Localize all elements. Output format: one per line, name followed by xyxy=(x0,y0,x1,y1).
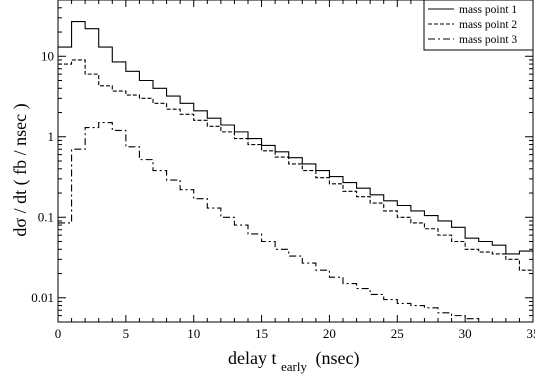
x-tick-label: 35 xyxy=(527,326,535,341)
legend-box xyxy=(423,0,534,51)
series-line-3 xyxy=(58,122,533,323)
axes-layer: 0 5 10 15 20 25 30 35 0.01 0.1 1 10 xyxy=(31,0,535,341)
y-tick-label: 10 xyxy=(41,48,54,63)
plot-background xyxy=(58,0,533,322)
x-axis-title-unit: (nsec) xyxy=(315,348,359,369)
series-line-1 xyxy=(58,20,533,255)
legend: mass point 1 mass point 2 mass point 3 xyxy=(423,0,534,51)
x-tick-label: 30 xyxy=(459,326,472,341)
x-tick-label: 15 xyxy=(255,326,268,341)
y-axis-title: dσ / dt ( fb / nsec ) xyxy=(10,103,31,236)
plot-area xyxy=(58,0,533,322)
y-tick-label: 0.01 xyxy=(31,290,54,305)
series-layer xyxy=(58,20,533,323)
y-tick-label: 0.1 xyxy=(38,209,54,224)
legend-label-1: mass point 1 xyxy=(459,4,517,16)
x-axis-title-subscript: early xyxy=(281,359,307,374)
series-line-2 xyxy=(58,59,533,271)
x-axis-title: delay t early (nsec) xyxy=(228,348,359,375)
x-tick-label: 5 xyxy=(123,326,130,341)
legend-label-2: mass point 2 xyxy=(459,19,517,31)
x-tick-label: 10 xyxy=(187,326,200,341)
legend-label-3: mass point 3 xyxy=(459,34,517,46)
x-tick-label: 20 xyxy=(323,326,336,341)
y-tick-label: 1 xyxy=(48,129,55,144)
x-tick-label: 0 xyxy=(55,326,62,341)
x-axis-title-main: delay t xyxy=(228,348,276,368)
x-tick-label: 25 xyxy=(391,326,404,341)
